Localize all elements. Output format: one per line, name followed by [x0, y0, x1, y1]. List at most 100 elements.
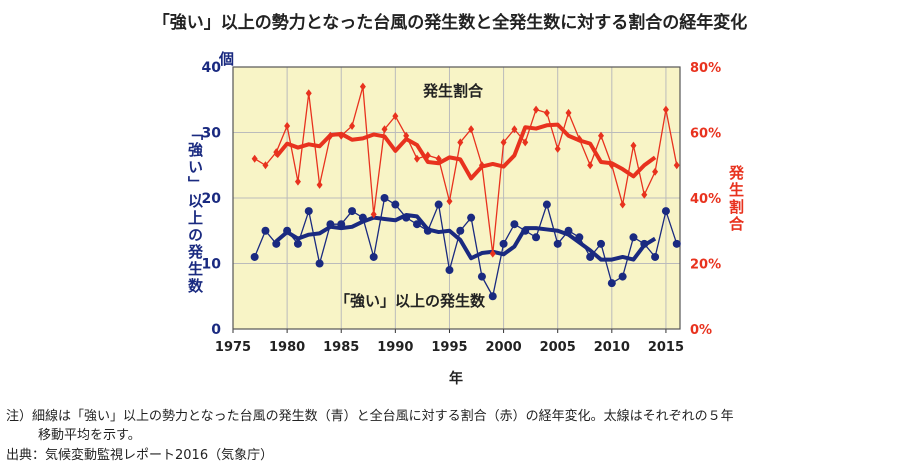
data-point	[358, 213, 367, 222]
left-axis-label: 「強い」以上の発生数	[186, 125, 204, 295]
data-point	[662, 105, 669, 114]
data-point	[619, 200, 626, 209]
y-right-tick-label: 40%	[690, 192, 721, 207]
data-point	[596, 239, 605, 248]
data-point	[250, 252, 259, 261]
series-line	[254, 196, 678, 299]
data-point	[661, 207, 670, 216]
y-right-tick-label: 0%	[690, 323, 712, 338]
data-point	[304, 207, 313, 216]
moving-average-line	[275, 213, 657, 262]
note-line-2: 移動平均を示す。	[38, 428, 141, 443]
data-point	[326, 220, 335, 229]
data-point	[522, 138, 529, 147]
x-tick-label: 2000	[485, 340, 521, 355]
y-left-tick-label: 30	[202, 126, 222, 142]
x-tick-label: 1985	[323, 340, 359, 355]
data-point	[284, 121, 291, 130]
data-point	[673, 161, 680, 170]
y-left-tick-label: 20	[202, 191, 222, 207]
data-point	[456, 226, 465, 235]
data-point	[403, 131, 410, 140]
data-point	[478, 161, 485, 170]
data-point	[349, 121, 356, 130]
data-point	[533, 105, 540, 114]
data-point	[327, 131, 334, 140]
data-point	[500, 138, 507, 147]
y-right-tick-label: 20%	[690, 258, 721, 273]
data-point	[564, 226, 573, 235]
x-tick-label: 1975	[215, 340, 251, 355]
data-point	[370, 210, 377, 219]
data-point	[543, 108, 550, 117]
x-tick-label: 2005	[540, 340, 576, 355]
count-annotation: 「強い」以上の発生数	[335, 292, 486, 310]
data-point	[575, 233, 584, 242]
data-point	[337, 220, 346, 229]
left-axis-unit: 個	[219, 50, 235, 68]
chart-title: 「強い」以上の勢力となった台風の発生数と全発生数に対する割合の経年変化	[152, 13, 748, 33]
data-point	[554, 144, 561, 153]
data-point	[412, 220, 421, 229]
data-point	[510, 220, 519, 229]
data-point	[488, 292, 497, 301]
data-point	[392, 112, 399, 121]
data-point	[457, 138, 464, 147]
data-point	[359, 82, 366, 91]
x-axis-label: 年	[449, 371, 463, 387]
data-point	[597, 131, 604, 140]
data-point	[468, 125, 475, 134]
right-axis-label: 発生割合	[727, 165, 745, 233]
data-point	[651, 252, 660, 261]
data-point	[652, 167, 659, 176]
data-point	[423, 226, 432, 235]
moving-average-line	[274, 122, 657, 181]
y-right-tick-label: 60%	[690, 127, 721, 142]
y-left-tick-label: 0	[211, 322, 221, 338]
data-point	[424, 151, 431, 160]
data-point	[434, 200, 443, 209]
data-point	[618, 272, 627, 281]
data-point	[261, 226, 270, 235]
data-point	[565, 108, 572, 117]
data-point	[446, 197, 453, 206]
data-point	[489, 249, 496, 258]
data-point	[607, 279, 616, 288]
data-point	[315, 259, 324, 268]
data-point	[305, 89, 312, 98]
data-point	[576, 135, 583, 144]
data-point	[640, 239, 649, 248]
series-line	[254, 86, 678, 254]
data-point	[467, 213, 476, 222]
x-tick-label: 2015	[648, 340, 684, 355]
data-point	[511, 125, 518, 134]
data-point	[413, 154, 420, 163]
data-point	[608, 161, 615, 170]
y-right-tick-label: 80%	[690, 61, 721, 76]
data-point	[283, 226, 292, 235]
note-line-1: 注）細線は「強い」以上の勢力となった台風の発生数（青）と全台風に対する割合（赤）…	[6, 409, 734, 424]
data-point	[672, 239, 681, 248]
data-point	[477, 272, 486, 281]
data-point	[435, 154, 442, 163]
data-point	[542, 200, 551, 209]
plot-frame	[232, 66, 681, 330]
data-point	[641, 190, 648, 199]
data-point	[391, 200, 400, 209]
data-point	[316, 180, 323, 189]
x-tick-label: 1995	[431, 340, 467, 355]
data-point	[381, 125, 388, 134]
data-point	[293, 239, 302, 248]
data-point	[369, 252, 378, 261]
data-point	[553, 239, 562, 248]
x-tick-label: 2010	[594, 340, 630, 355]
data-point	[586, 252, 595, 261]
data-point	[532, 233, 541, 242]
x-tick-label: 1990	[377, 340, 413, 355]
data-point	[294, 177, 301, 186]
data-point	[348, 207, 357, 216]
data-point	[380, 194, 389, 202]
data-point	[587, 161, 594, 170]
data-point	[521, 226, 530, 235]
